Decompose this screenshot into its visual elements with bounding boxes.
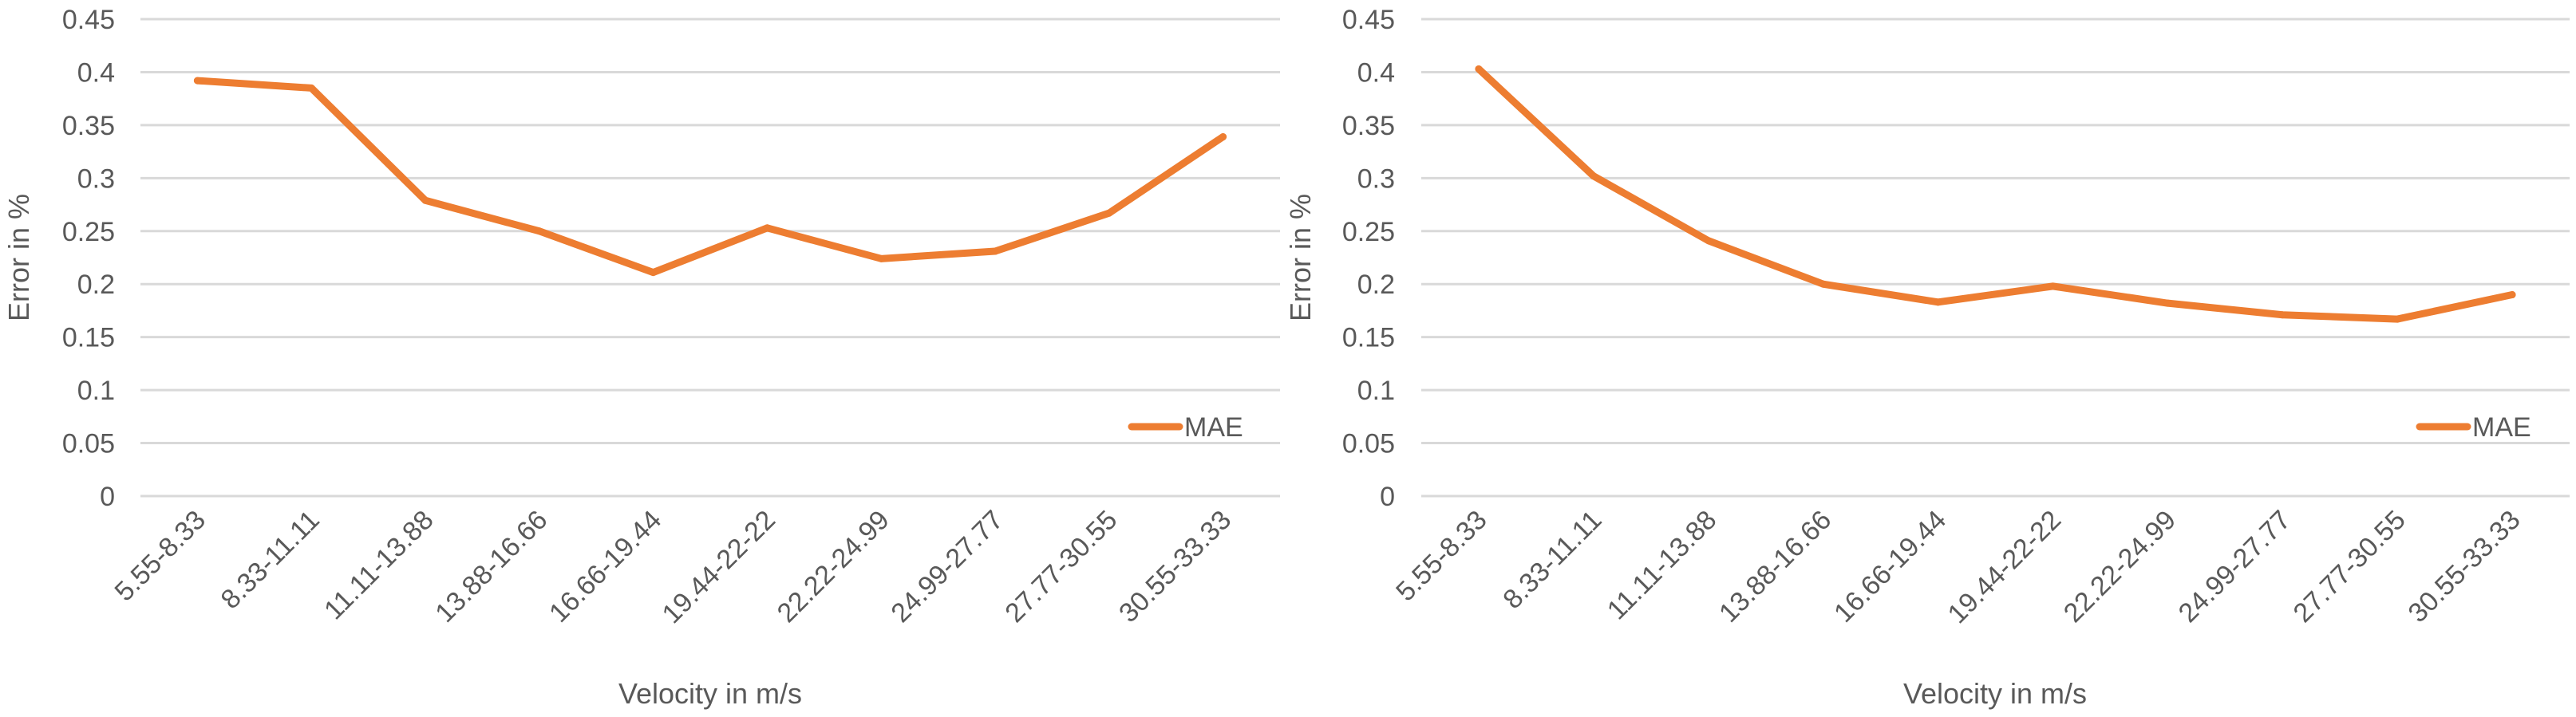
x-tick-label: 22.22-24.99 [772, 505, 895, 628]
data-point [421, 196, 429, 204]
x-tick-label: 16.66-19.44 [543, 505, 667, 628]
x-tick-label: 13.88-16.66 [429, 505, 553, 628]
x-tick-label: 5.55-8.33 [1390, 505, 1492, 607]
data-point [1219, 133, 1227, 141]
data-point [877, 254, 885, 262]
y-tick-label: 0.4 [1357, 57, 1395, 88]
x-tick-label: 30.55-33.33 [2402, 505, 2526, 628]
y-tick-label: 0.45 [1342, 5, 1395, 35]
x-tick-label: 11.11-13.88 [1602, 505, 1723, 626]
data-point [307, 84, 315, 92]
data-point [193, 77, 201, 85]
y-tick-label: 0.2 [1357, 270, 1395, 300]
data-point [2508, 291, 2516, 299]
data-point [535, 227, 543, 235]
y-axis-title: Error in % [2, 194, 35, 321]
legend-label: MAE [2472, 412, 2531, 443]
data-point [1590, 172, 1598, 180]
y-tick-label: 0.25 [1342, 217, 1395, 247]
y-tick-label: 0 [100, 482, 115, 512]
data-point [2163, 299, 2171, 307]
x-tick-label: 27.77-30.55 [999, 505, 1123, 628]
data-point [650, 269, 658, 277]
x-tick-label: 8.33-11.11 [215, 505, 326, 615]
data-point [1819, 280, 1827, 288]
y-tick-label: 0.4 [77, 57, 115, 88]
chart-right: 0 0.05 0.1 0.15 0.2 0.25 0.3 0.35 0.4 0.45 5.55-8.… [1284, 5, 2570, 710]
data-point [1475, 65, 1483, 73]
x-tick-label: 30.55-33.33 [1113, 505, 1237, 628]
x-tick-label: 5.55-8.33 [109, 505, 211, 607]
y-tick-label: 0.35 [1342, 111, 1395, 141]
y-tick-label: 0.15 [1342, 323, 1395, 353]
x-tick-label: 24.99-27.77 [2173, 505, 2297, 628]
y-tick-label: 0.05 [1342, 429, 1395, 459]
series-line-mae [1475, 65, 2516, 323]
x-tick-label: 11.11-13.88 [318, 505, 440, 626]
y-tick-label: 0.1 [77, 376, 115, 406]
x-tick-label: 16.66-19.44 [1828, 505, 1952, 628]
x-tick-label: 13.88-16.66 [1713, 505, 1837, 628]
data-point [1105, 209, 1113, 217]
data-point [1705, 237, 1713, 245]
x-tick-label: 27.77-30.55 [2288, 505, 2412, 628]
y-axis-title: Error in % [1284, 194, 1317, 321]
legend-label: MAE [1184, 412, 1243, 443]
y-tick-label: 0.05 [62, 429, 115, 459]
data-point [991, 247, 999, 255]
y-tick-label: 0.45 [62, 5, 115, 35]
x-axis-title: Velocity in m/s [1903, 677, 2087, 710]
y-tick-label: 0.15 [62, 323, 115, 353]
data-point [763, 224, 771, 232]
y-tick-label: 0.2 [77, 270, 115, 300]
y-tick-label: 0.3 [1357, 163, 1395, 194]
y-tick-label: 0.25 [62, 217, 115, 247]
x-tick-label: 24.99-27.77 [885, 505, 1009, 628]
x-tick-label: 8.33-11.11 [1497, 505, 1607, 615]
y-tick-label: 0.1 [1357, 376, 1395, 406]
data-point [2049, 282, 2056, 290]
data-point [2393, 315, 2401, 323]
x-tick-label: 19.44-22-22 [657, 505, 782, 630]
chart-left: 0 0.05 0.1 0.15 0.2 0.25 0.3 0.35 0.4 0.45 5.55-8.… [2, 5, 1280, 710]
y-tick-label: 0.35 [62, 111, 115, 141]
x-tick-label: 22.22-24.99 [2058, 505, 2182, 628]
y-tick-label: 0.3 [77, 163, 115, 194]
y-tick-label: 0 [1380, 482, 1395, 512]
series-line-mae [193, 77, 1227, 277]
x-tick-label: 19.44-22-22 [1942, 505, 2068, 630]
data-point [2278, 311, 2286, 319]
data-point [1934, 298, 1942, 306]
x-axis-title: Velocity in m/s [618, 677, 802, 710]
